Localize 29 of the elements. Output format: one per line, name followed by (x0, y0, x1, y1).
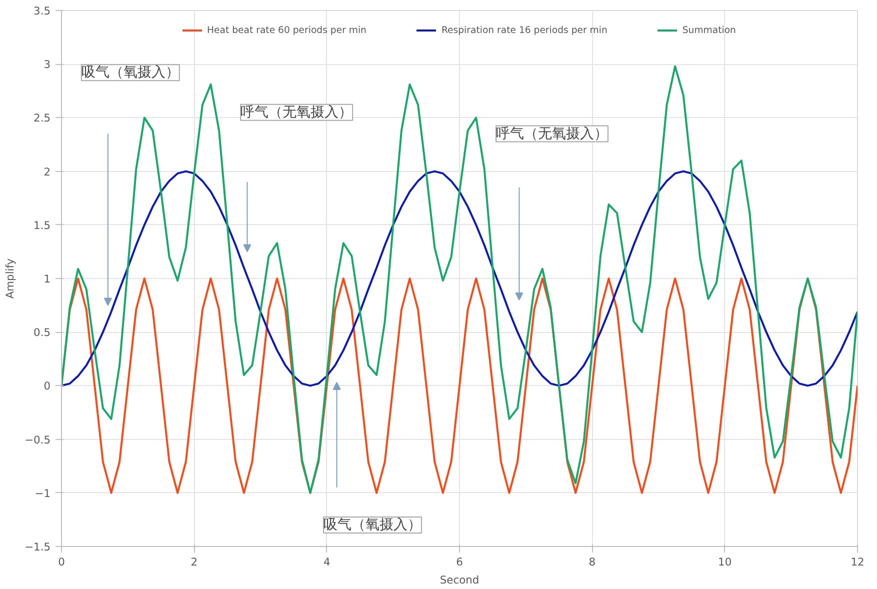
annotation: 呼气（无氧摄入） (496, 126, 608, 142)
y-tick-label: 1.5 (34, 218, 51, 232)
y-tick-label: 0.5 (34, 326, 51, 340)
x-tick-label: 12 (850, 556, 864, 568)
x-tick-label: 8 (588, 556, 596, 568)
y-tick-label: −0.5 (24, 433, 51, 446)
legend-label: Heat beat rate 60 periods per min (207, 24, 366, 36)
annotation: 吸气（氧摄入） (81, 64, 180, 81)
x-tick-label: 6 (456, 556, 464, 568)
annotation: 吸气（氧摄入） (324, 517, 422, 534)
y-tick-label: 3.5 (34, 4, 51, 18)
y-tick-label: 2.5 (34, 112, 51, 125)
y-tick-label: −1.5 (24, 540, 51, 554)
legend-label: Summation (682, 24, 736, 36)
y-tick-label: 3 (44, 58, 50, 72)
x-tick-label: 4 (323, 556, 330, 568)
y-tick-label: −1 (34, 486, 51, 500)
legend-label: Respiration rate 16 periods per min (441, 24, 608, 36)
annotation: 呼气（无氧摄入） (240, 104, 353, 120)
x-axis-title: Second (440, 574, 480, 586)
line-series (62, 170, 858, 387)
x-tick-label: 2 (190, 556, 198, 568)
x-tick-label: 10 (718, 556, 732, 568)
y-tick-label: 1 (44, 272, 50, 286)
y-tick-label: 0 (44, 380, 51, 393)
y-tick-label: 2 (44, 165, 50, 178)
x-tick-label: 0 (58, 556, 66, 568)
line-series (62, 278, 858, 494)
y-axis-title: Amplify (4, 258, 17, 299)
